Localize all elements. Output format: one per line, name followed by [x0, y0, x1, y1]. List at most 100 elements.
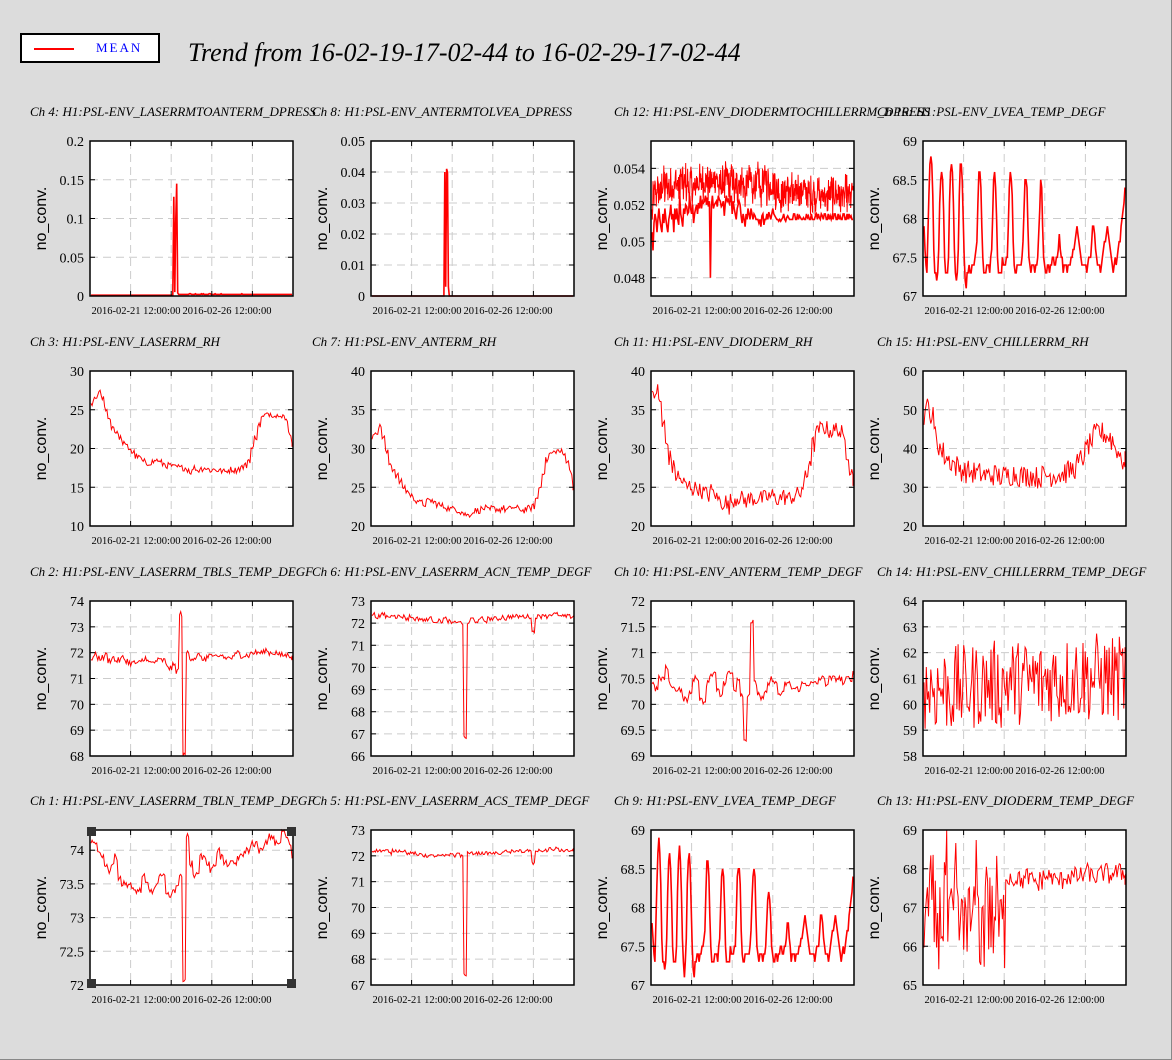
y-tick-label: 30	[903, 481, 917, 496]
chart-panel-13: Ch 1: H1:PSL-ENV_LASERRM_TBLN_TEMP_DEGF 7…	[30, 793, 316, 1006]
series-line	[923, 398, 1126, 489]
chart-title: Ch 8: H1:PSL-ENV_ANTERMTOLVEA_DPRESS	[312, 104, 572, 119]
y-tick-label: 69	[631, 824, 645, 839]
x-tick-label: 2016-02-26 12:00:00	[744, 766, 833, 777]
plot-area	[371, 141, 574, 296]
series-line	[371, 611, 574, 740]
x-tick-label: 2016-02-26 12:00:00	[744, 536, 833, 547]
x-tick-label: 2016-02-21 12:00:00	[373, 766, 462, 777]
y-tick-label: 62	[903, 647, 917, 662]
y-tick-label: 0.052	[614, 199, 646, 214]
y-tick-label: 73.5	[60, 878, 85, 893]
y-tick-label: 63	[903, 621, 917, 636]
y-tick-label: 69	[903, 135, 917, 150]
series-line	[651, 837, 854, 978]
chart-title: Ch 13: H1:PSL-ENV_DIODERM_TEMP_DEGF	[877, 793, 1135, 808]
y-tick-label: 69	[70, 724, 84, 739]
y-axis-label: no_conv.	[33, 647, 50, 711]
legend-label: MEAN	[96, 40, 143, 55]
y-tick-label: 72	[70, 647, 84, 662]
y-tick-label: 0.04	[341, 166, 366, 181]
y-tick-label: 0.15	[60, 174, 85, 189]
y-tick-label: 72	[70, 979, 84, 994]
selection-handle	[287, 979, 296, 988]
x-tick-label: 2016-02-26 12:00:00	[183, 995, 272, 1006]
chart-panel-12: Ch 14: H1:PSL-ENV_CHILLERRM_TEMP_DEGF 64 6…	[866, 564, 1147, 777]
chart-panel-16: Ch 13: H1:PSL-ENV_DIODERM_TEMP_DEGF 69 68 6…	[866, 793, 1135, 1006]
chart-panel-5: Ch 3: H1:PSL-ENV_LASERRM_RH 30 25 20 15 10 201…	[30, 334, 294, 547]
y-tick-label: 30	[351, 443, 365, 458]
series-line	[923, 830, 1126, 970]
y-tick-label: 68	[351, 706, 365, 721]
x-tick-label: 2016-02-21 12:00:00	[92, 306, 181, 317]
x-tick-label: 2016-02-21 12:00:00	[925, 766, 1014, 777]
chart-panel-10: Ch 6: H1:PSL-ENV_LASERRM_ACN_TEMP_DEGF 73…	[312, 564, 593, 777]
y-tick-label: 68	[903, 863, 917, 878]
series-line	[923, 633, 1126, 729]
chart-panel-2: Ch 8: H1:PSL-ENV_ANTERMTOLVEA_DPRESS 0.05…	[312, 104, 575, 317]
y-axis-label: no_conv.	[866, 187, 883, 251]
y-tick-label: 0.02	[341, 228, 366, 243]
y-axis-label: no_conv.	[594, 876, 611, 940]
y-tick-label: 71	[351, 639, 365, 654]
chart-panel-7: Ch 11: H1:PSL-ENV_DIODERM_RH 40 35 30 25 20 20…	[594, 334, 855, 547]
series-line	[90, 828, 293, 983]
y-tick-label: 71	[70, 673, 84, 688]
plot-border	[370, 140, 575, 297]
chart-title: Ch 4: H1:PSL-ENV_LASERRMTOANTERM_DPRESS	[30, 104, 316, 119]
y-tick-label: 60	[903, 698, 917, 713]
x-tick-label: 2016-02-21 12:00:00	[925, 306, 1014, 317]
y-tick-label: 30	[631, 443, 645, 458]
y-axis-label: no_conv.	[314, 876, 331, 940]
chart-title: Ch 6: H1:PSL-ENV_LASERRM_ACN_TEMP_DEGF	[312, 564, 593, 579]
series-line	[651, 619, 854, 743]
series-line	[651, 161, 854, 220]
y-axis-label: no_conv.	[866, 647, 883, 711]
series-line	[371, 422, 574, 519]
y-axis-label: no_conv.	[866, 876, 883, 940]
series-line	[90, 609, 293, 757]
chart-title: Ch 1: H1:PSL-ENV_LASERRM_TBLN_TEMP_DEGF	[30, 793, 316, 808]
selection-handle	[87, 827, 96, 836]
series-line	[923, 156, 1126, 289]
y-tick-label: 70	[351, 902, 365, 917]
series-line	[651, 384, 854, 515]
y-tick-label: 60	[903, 365, 917, 380]
y-tick-label: 67	[631, 979, 645, 994]
y-tick-label: 69	[351, 684, 365, 699]
chart-title: Ch 15: H1:PSL-ENV_CHILLERRM_RH	[877, 334, 1089, 349]
y-axis-label: no_conv.	[594, 647, 611, 711]
y-tick-label: 67.5	[621, 940, 646, 955]
selection-handle	[287, 827, 296, 836]
chart-panel-15: Ch 9: H1:PSL-ENV_LVEA_TEMP_DEGF 69 68.5 68 6…	[594, 793, 855, 1006]
y-tick-label: 10	[70, 520, 84, 535]
x-tick-label: 2016-02-21 12:00:00	[373, 536, 462, 547]
y-tick-label: 0.03	[341, 197, 366, 212]
y-tick-label: 71	[351, 876, 365, 891]
y-tick-label: 65	[903, 979, 917, 994]
x-tick-label: 2016-02-26 12:00:00	[183, 306, 272, 317]
y-tick-label: 69	[631, 750, 645, 765]
y-tick-label: 74	[70, 844, 84, 859]
y-tick-label: 73	[351, 595, 365, 610]
y-tick-label: 35	[631, 404, 645, 419]
y-axis-label: no_conv.	[33, 876, 50, 940]
chart-panel-14: Ch 5: H1:PSL-ENV_LASERRM_ACS_TEMP_DEGF 73…	[312, 793, 590, 1006]
y-tick-label: 0.048	[614, 272, 646, 287]
plot-area	[371, 601, 574, 756]
y-tick-label: 64	[903, 595, 917, 610]
y-axis-label: no_conv.	[594, 417, 611, 481]
x-tick-label: 2016-02-21 12:00:00	[92, 995, 181, 1006]
y-tick-label: 0.2	[67, 135, 85, 150]
y-tick-label: 30	[70, 365, 84, 380]
chart-title: Ch 9: H1:PSL-ENV_LVEA_TEMP_DEGF	[614, 793, 837, 808]
y-axis-label: no_conv.	[33, 187, 50, 251]
y-tick-label: 68.5	[893, 174, 918, 189]
y-tick-label: 69.5	[621, 724, 646, 739]
x-tick-label: 2016-02-26 12:00:00	[464, 995, 553, 1006]
y-tick-label: 70	[631, 698, 645, 713]
y-tick-label: 0.1	[67, 213, 85, 228]
chart-title: Ch 3: H1:PSL-ENV_LASERRM_RH	[30, 334, 221, 349]
y-tick-label: 40	[903, 443, 917, 458]
series-line	[90, 389, 293, 476]
